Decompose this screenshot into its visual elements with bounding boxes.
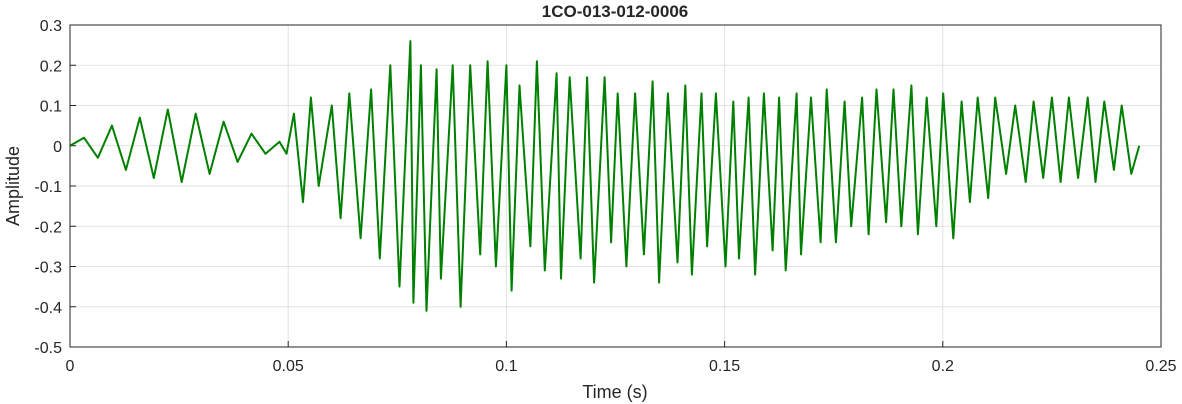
x-tick-label: 0.05: [273, 358, 304, 375]
y-axis-label: Amplitude: [3, 146, 23, 226]
y-tick-label: 0.2: [40, 58, 62, 75]
series-line: [69, 40, 1141, 312]
plot-box: [69, 24, 1162, 348]
x-tick-label: 0.2: [932, 358, 954, 375]
y-tick-label: -0.4: [34, 300, 62, 317]
x-tick-label: 0.15: [709, 358, 740, 375]
x-tick-label: 0.25: [1145, 358, 1176, 375]
x-tick-label: 0: [66, 358, 75, 375]
x-axis-label: Time (s): [582, 382, 647, 402]
y-tick-label: -0.1: [34, 179, 62, 196]
x-tick-label: 0.1: [495, 358, 517, 375]
y-tick-label: 0: [53, 139, 62, 156]
x-tick-labels: 0 0.05 0.1 0.15 0.2 0.25: [66, 341, 1177, 375]
y-tick-label: -0.2: [34, 219, 62, 236]
y-tick-label: -0.5: [34, 340, 62, 357]
series-group: [69, 40, 1141, 312]
y-tick-labels: 0.3 0.2 0.1 0 -0.1 -0.2 -0.3 -0.4 -0.5: [34, 18, 76, 357]
y-tick-label: 0.3: [40, 18, 62, 35]
y-tick-label: 0.1: [40, 99, 62, 116]
chart-title: 1CO-013-012-0006: [542, 2, 688, 21]
y-tick-label: -0.3: [34, 260, 62, 277]
